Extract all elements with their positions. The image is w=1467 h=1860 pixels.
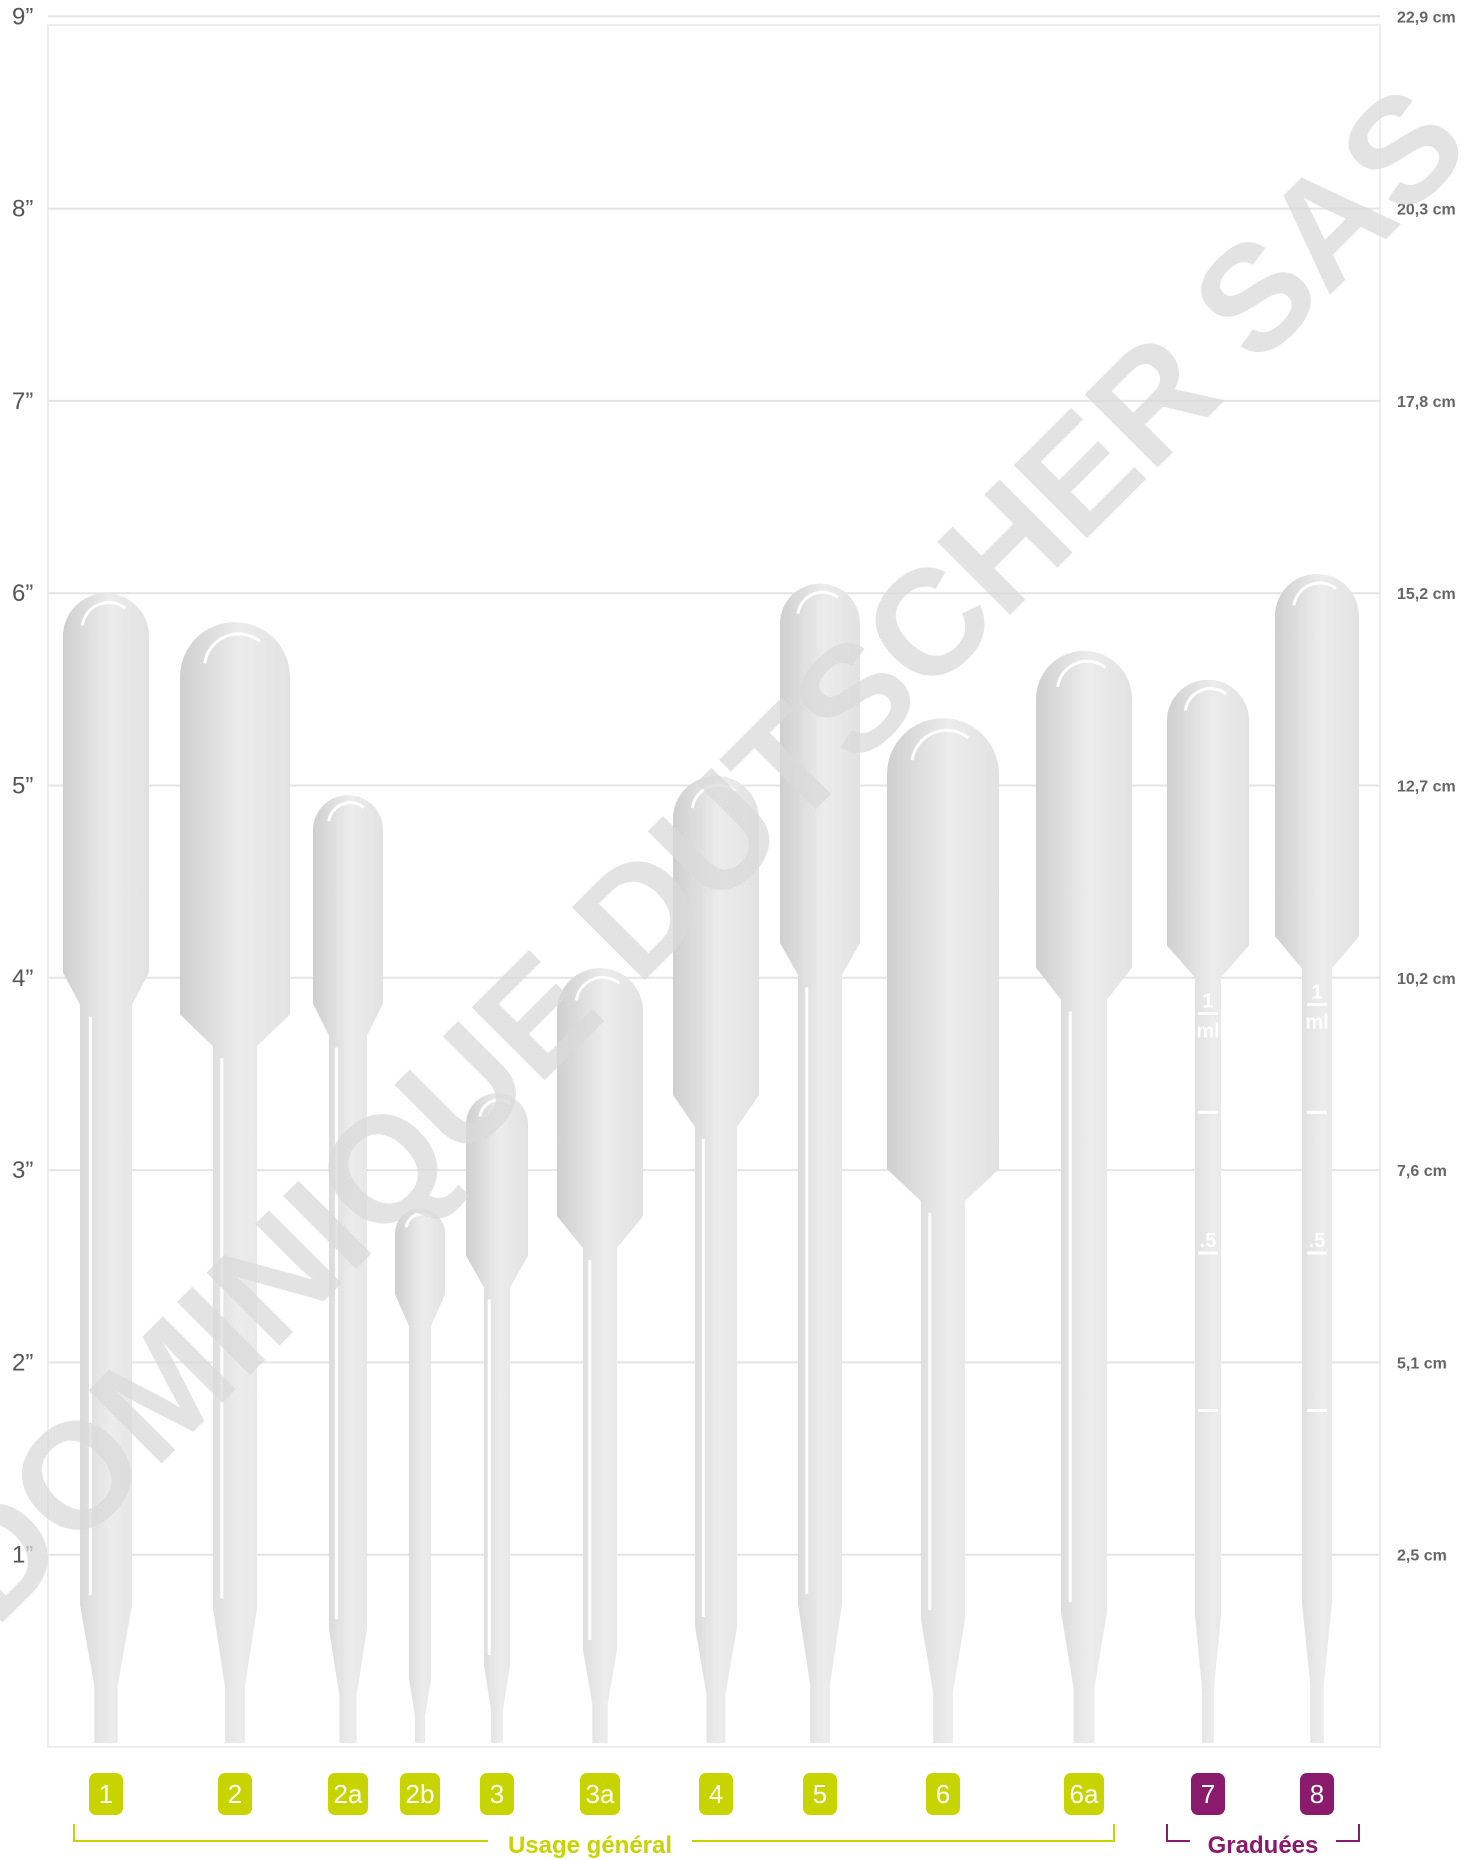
badge-2: 2 [218,1773,252,1815]
left-tick-label: 7” [12,388,33,415]
left-tick-label: 3” [12,1157,33,1184]
badge-label: 6a [1070,1779,1099,1809]
right-tick-label: 10,2 cm [1397,971,1456,988]
badge-label: 1 [99,1779,113,1809]
badge-label: 3 [490,1779,504,1809]
group-brackets: Usage général Graduées [74,1824,1359,1859]
left-tick-label: 8” [12,196,33,223]
group-label-general: Usage général [508,1832,672,1859]
left-axis-inches: 1” 2” 3” 4” 5” 6” 7” 8” 9” [12,3,33,1568]
badge-7: 7 [1191,1773,1225,1815]
left-tick-label: 2” [12,1349,33,1376]
left-tick-label: 4” [12,965,33,992]
badge-label: 2 [228,1779,242,1809]
badge-label: 8 [1310,1779,1324,1809]
badge-1: 1 [89,1773,123,1815]
badge-3a: 3a [580,1773,620,1815]
badge-label: 2b [406,1779,435,1809]
right-tick-label: 12,7 cm [1397,779,1456,796]
badge-2a: 2a [328,1773,368,1815]
badge-label: 7 [1201,1779,1215,1809]
grad-mark-ml: ml [1196,1021,1219,1043]
badge-label: 5 [813,1779,827,1809]
badge-6a: 6a [1064,1773,1104,1815]
badge-label: 4 [709,1779,723,1809]
right-tick-label: 15,2 cm [1397,586,1456,603]
badge-label: 6 [936,1779,950,1809]
grad-mark-half: .5 [1309,1230,1326,1252]
left-tick-label: 6” [12,580,33,607]
left-tick-label: 5” [12,773,33,800]
badge-2b: 2b [400,1773,440,1815]
badge-label: 2a [334,1779,363,1809]
right-tick-label: 17,8 cm [1397,394,1456,411]
right-tick-label: 22,9 cm [1397,9,1456,26]
badge-label: 3a [586,1779,615,1809]
left-tick-label: 9” [12,3,33,30]
grad-mark-half: .5 [1200,1230,1217,1252]
grad-mark-ml: ml [1305,1011,1328,1033]
badge-5: 5 [803,1773,837,1815]
right-tick-label: 7,6 cm [1397,1163,1447,1180]
group-label-graduated: Graduées [1208,1832,1319,1859]
badge-3: 3 [480,1773,514,1815]
right-tick-label: 2,5 cm [1397,1548,1447,1565]
badge-6: 6 [926,1773,960,1815]
badge-4: 4 [699,1773,733,1815]
grad-mark-1: 1 [1202,991,1213,1013]
right-tick-label: 5,1 cm [1397,1355,1447,1372]
badge-8: 8 [1300,1773,1334,1815]
pipette-badges: 1 2 2a 2b 3 3a 4 5 6 6a 7 8 [89,1773,1334,1815]
grad-mark-1: 1 [1311,981,1322,1003]
